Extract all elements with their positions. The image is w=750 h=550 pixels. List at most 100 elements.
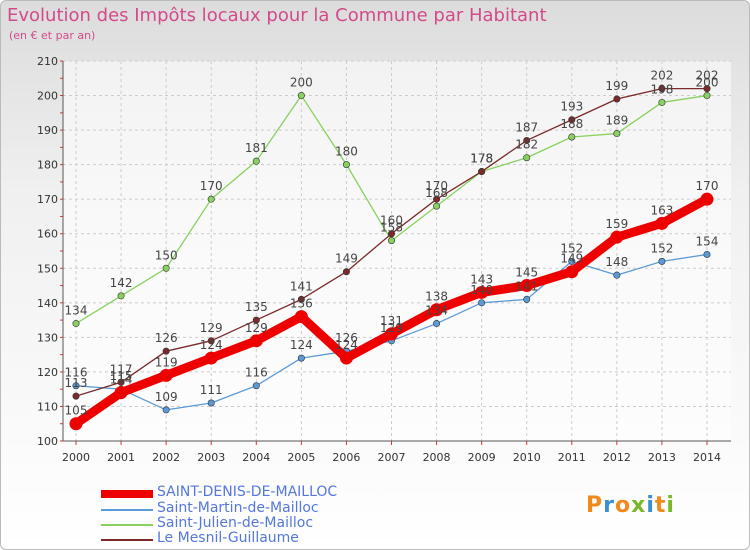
logo-letter: r <box>603 493 615 518</box>
data-point <box>297 295 305 303</box>
y-tick-label: 130 <box>37 331 58 344</box>
data-point <box>610 230 624 244</box>
data-label: 134 <box>65 304 88 318</box>
data-point <box>478 299 486 307</box>
x-tick-label: 2006 <box>332 451 360 464</box>
data-point <box>475 285 489 299</box>
data-point <box>342 161 350 169</box>
data-label: 189 <box>605 114 628 128</box>
legend-label: Saint-Julien-de-Mailloc <box>157 515 314 531</box>
x-tick-label: 2009 <box>468 451 496 464</box>
data-point <box>204 351 218 365</box>
data-point <box>252 157 260 165</box>
data-label: 200 <box>290 76 313 90</box>
data-label: 126 <box>155 331 178 345</box>
chart-subtitle: (en € et par an) <box>9 29 96 42</box>
x-tick-label: 2013 <box>648 451 676 464</box>
data-label: 150 <box>155 248 178 262</box>
data-point <box>433 202 441 210</box>
data-point <box>523 295 531 303</box>
legend-label: Saint-Martin-de-Mailloc <box>157 500 319 516</box>
data-point <box>252 382 260 390</box>
y-tick-label: 140 <box>37 297 58 310</box>
data-point <box>252 316 260 324</box>
data-label: 129 <box>245 321 268 335</box>
y-tick-label: 100 <box>37 435 58 448</box>
data-label: 148 <box>605 255 628 269</box>
data-label: 199 <box>605 79 628 93</box>
x-tick-label: 2002 <box>152 451 180 464</box>
data-label: 178 <box>470 152 493 166</box>
data-point <box>297 354 305 362</box>
data-label: 181 <box>245 141 268 155</box>
data-point <box>339 351 353 365</box>
data-point <box>387 230 395 238</box>
legend-label: Le Mesnil-Guillaume <box>157 530 299 546</box>
data-point <box>703 250 711 258</box>
data-label: 154 <box>696 234 719 248</box>
data-label: 141 <box>515 279 538 293</box>
data-label: 136 <box>290 297 313 311</box>
data-label: 202 <box>650 69 673 83</box>
data-point <box>385 327 398 341</box>
data-point <box>72 382 80 390</box>
data-point <box>613 95 621 103</box>
data-point <box>658 257 666 265</box>
x-tick-label: 2000 <box>62 451 90 464</box>
data-label: 126 <box>335 331 358 345</box>
data-point <box>294 310 308 324</box>
data-label: 145 <box>515 266 538 280</box>
data-point <box>430 303 444 317</box>
data-label: 114 <box>110 373 133 387</box>
x-tick-label: 2004 <box>242 451 270 464</box>
data-label: 141 <box>290 279 313 293</box>
x-tick-label: 2003 <box>197 451 225 464</box>
data-label: 159 <box>605 217 628 231</box>
data-label: 178 <box>470 152 493 166</box>
data-point <box>117 292 125 300</box>
data-label: 188 <box>560 117 583 131</box>
data-point <box>249 334 263 348</box>
data-point <box>523 136 531 144</box>
data-point <box>117 378 125 386</box>
data-label: 109 <box>155 390 178 404</box>
legend-swatch <box>101 509 153 511</box>
legend-swatch <box>101 539 153 541</box>
data-label: 149 <box>560 252 583 266</box>
data-point <box>703 85 711 93</box>
data-label: 142 <box>110 276 133 290</box>
data-label: 124 <box>335 338 358 352</box>
logo-letter: t <box>654 493 667 518</box>
data-point <box>69 417 83 431</box>
data-label: 124 <box>200 338 223 352</box>
data-label: 138 <box>425 290 448 304</box>
x-tick-label: 2008 <box>423 451 451 464</box>
legend-swatch <box>101 490 153 498</box>
y-tick-label: 190 <box>37 124 58 137</box>
proxiti-logo: Proxiti <box>586 493 675 518</box>
data-point <box>613 271 621 279</box>
x-tick-label: 2011 <box>558 451 586 464</box>
data-label: 200 <box>696 76 719 90</box>
data-label: 198 <box>650 82 673 96</box>
data-point <box>207 399 215 407</box>
data-label: 113 <box>65 376 88 390</box>
data-label: 170 <box>425 179 448 193</box>
data-point <box>523 154 531 162</box>
data-point <box>658 98 666 106</box>
data-label: 124 <box>290 338 313 352</box>
data-point <box>72 392 80 400</box>
data-point <box>700 192 714 206</box>
x-tick-label: 2007 <box>378 451 406 464</box>
data-point <box>387 237 395 245</box>
data-point <box>207 195 215 203</box>
data-point <box>297 92 305 100</box>
data-label: 115 <box>110 369 133 383</box>
data-label: 182 <box>515 138 538 152</box>
data-label: 202 <box>696 69 719 83</box>
data-point <box>565 265 579 279</box>
data-label: 135 <box>245 300 268 314</box>
data-point <box>162 264 170 272</box>
